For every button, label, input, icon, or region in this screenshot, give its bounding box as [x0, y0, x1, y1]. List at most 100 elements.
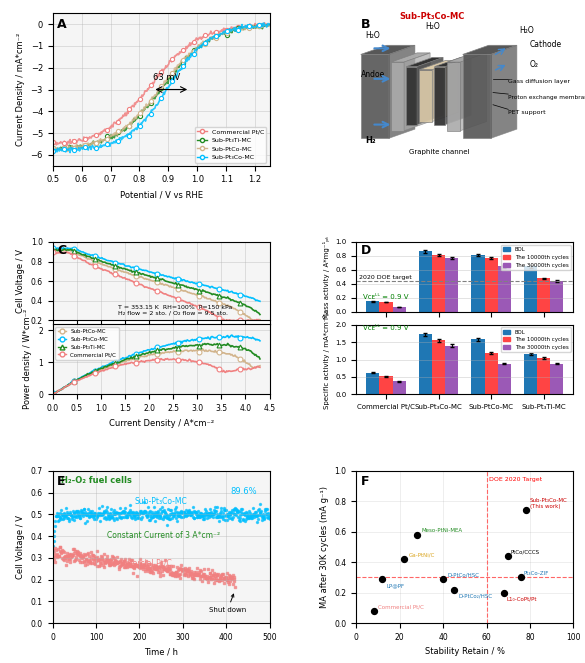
Point — [67, 551, 77, 562]
Point — [147, 566, 156, 577]
Point — [210, 571, 219, 581]
Point — [139, 507, 149, 518]
Point — [187, 566, 196, 576]
Text: Commercial Pt/C: Commercial Pt/C — [378, 605, 424, 609]
Point — [75, 512, 84, 523]
Point — [199, 564, 209, 575]
Point — [88, 550, 98, 561]
Point — [221, 572, 230, 582]
Point — [211, 569, 221, 579]
Point — [180, 507, 189, 518]
Point — [173, 507, 182, 518]
Text: Meso-PtNi-MEA: Meso-PtNi-MEA — [421, 528, 463, 533]
Point — [183, 564, 192, 574]
Point — [116, 503, 125, 514]
Point — [116, 507, 126, 518]
Point — [104, 554, 113, 565]
Point — [256, 505, 266, 516]
Point — [230, 582, 239, 593]
Point — [188, 572, 198, 583]
Polygon shape — [463, 54, 491, 139]
Point — [173, 562, 182, 572]
Point — [88, 558, 97, 568]
Point — [123, 558, 133, 569]
Point — [89, 511, 98, 521]
Point — [247, 512, 256, 523]
Point — [164, 514, 173, 524]
Text: Vᴄᴇᴸᴸ = 0.9 V: Vᴄᴇᴸᴸ = 0.9 V — [363, 294, 408, 300]
Point — [198, 570, 208, 580]
Point — [195, 511, 205, 521]
Point — [197, 566, 206, 577]
Point — [189, 566, 198, 577]
Bar — [379, 377, 393, 394]
Point — [129, 563, 139, 573]
Point — [139, 559, 149, 570]
Point — [50, 550, 59, 561]
Point — [61, 511, 70, 522]
Point — [137, 512, 146, 522]
Point — [98, 508, 107, 518]
Point — [243, 512, 253, 523]
Point — [127, 512, 136, 522]
Point — [246, 509, 256, 520]
Point — [228, 508, 238, 518]
Point — [369, 606, 378, 617]
Point — [94, 503, 104, 513]
Point — [71, 511, 80, 522]
Point — [252, 511, 261, 521]
Point — [119, 512, 128, 522]
Point — [170, 509, 179, 519]
Point — [223, 509, 232, 520]
Point — [82, 510, 92, 520]
Point — [208, 570, 217, 580]
Point — [106, 556, 116, 566]
Text: Vᴄᴇᴸᴸ = 0.9 V: Vᴄᴇᴸᴸ = 0.9 V — [363, 325, 408, 331]
Point — [215, 572, 225, 582]
Point — [156, 511, 165, 522]
Point — [116, 556, 125, 567]
Point — [235, 513, 245, 524]
Point — [150, 562, 159, 572]
Point — [57, 547, 66, 558]
Point — [58, 546, 67, 556]
Point — [99, 507, 109, 517]
Point — [144, 564, 153, 574]
Point — [245, 507, 254, 518]
Point — [186, 570, 195, 580]
Point — [67, 511, 77, 522]
Point — [130, 558, 139, 569]
Text: D: D — [361, 244, 371, 257]
Point — [223, 509, 232, 519]
Point — [258, 509, 267, 519]
Point — [66, 507, 75, 517]
Point — [150, 507, 160, 518]
Point — [136, 506, 146, 516]
Point — [105, 514, 114, 524]
Point — [198, 509, 207, 519]
Text: Shut down: Shut down — [209, 594, 246, 613]
Point — [183, 565, 192, 575]
Point — [192, 569, 202, 579]
Point — [63, 512, 72, 523]
Point — [201, 570, 210, 581]
Point — [76, 550, 85, 560]
Point — [201, 506, 211, 516]
Point — [169, 568, 178, 579]
Point — [71, 552, 81, 562]
Point — [97, 554, 106, 564]
Point — [222, 505, 231, 516]
Point — [65, 509, 74, 519]
Point — [86, 508, 95, 518]
Point — [186, 510, 195, 520]
Point — [60, 550, 70, 561]
Point — [109, 505, 119, 515]
Point — [174, 564, 184, 574]
Point — [196, 571, 205, 581]
Point — [182, 566, 191, 577]
Point — [52, 511, 61, 521]
Point — [99, 556, 108, 567]
Point — [256, 499, 265, 510]
Point — [220, 514, 229, 525]
Bar — [550, 364, 563, 394]
